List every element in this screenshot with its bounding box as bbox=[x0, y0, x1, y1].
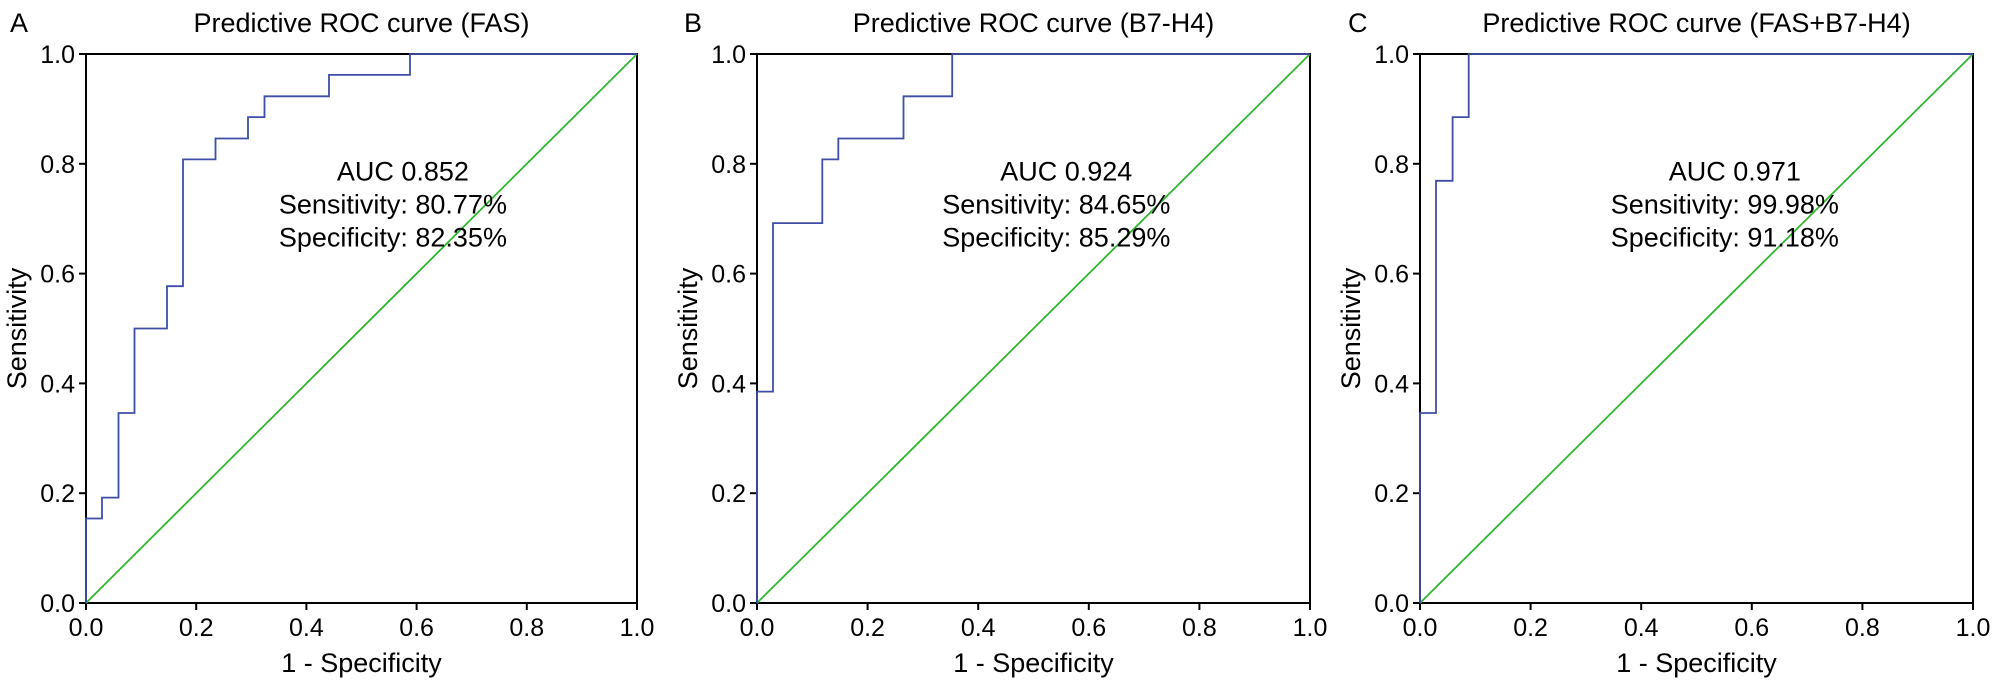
x-tick-label: 0.0 bbox=[69, 614, 104, 642]
y-tick-label: 1.0 bbox=[40, 41, 75, 69]
x-tick-label: 0.2 bbox=[1513, 614, 1548, 642]
reference-diagonal-line bbox=[756, 53, 1311, 604]
x-tick-label: 0.8 bbox=[1845, 614, 1880, 642]
roc-panel-c: C Predictive ROC curve (FAS+B7-H4) 0.00.0 0… bbox=[1336, 8, 1990, 678]
y-tick-label: 0.2 bbox=[1374, 480, 1409, 508]
y-tick-label: 0.0 bbox=[711, 590, 746, 618]
annotation-line: Specificity: 82.35% bbox=[279, 222, 507, 252]
y-tick-label: 1.0 bbox=[1374, 41, 1409, 69]
roc-curve-line bbox=[756, 53, 1310, 603]
y-tick-label: 0.2 bbox=[40, 480, 75, 508]
annotation-line: Specificity: 85.29% bbox=[942, 222, 1170, 252]
x-tick-label: 0.6 bbox=[1734, 614, 1769, 642]
panel-label: B bbox=[684, 8, 702, 38]
y-tick-label: 0.6 bbox=[711, 261, 746, 289]
y-tick-label: 0.8 bbox=[711, 151, 746, 179]
x-tick-label: 0.6 bbox=[1071, 614, 1106, 642]
y-tick-label: 0.8 bbox=[1374, 151, 1409, 179]
annotation-line: AUC 0.971 bbox=[1669, 156, 1801, 186]
x-tick-label: 0.0 bbox=[1403, 614, 1438, 642]
x-axis-label: 1 - Specificity bbox=[953, 648, 1114, 678]
x-tick-label: 0.8 bbox=[509, 614, 544, 642]
x-axis-label: 1 - Specificity bbox=[1616, 648, 1777, 678]
annotation-line: AUC 0.852 bbox=[337, 156, 469, 186]
chart-title: Predictive ROC curve (FAS) bbox=[193, 8, 529, 38]
x-tick-label: 0.2 bbox=[179, 614, 214, 642]
panel-label: C bbox=[1348, 8, 1368, 38]
x-tick-label: 1.0 bbox=[1956, 614, 1991, 642]
x-tick-label: 0.4 bbox=[289, 614, 324, 642]
y-tick-label: 0.0 bbox=[1374, 590, 1409, 618]
annotation-line: Specificity: 91.18% bbox=[1611, 222, 1839, 252]
y-tick-label: 0.4 bbox=[711, 370, 746, 398]
y-tick-label: 1.0 bbox=[711, 41, 746, 69]
y-tick-label: 0.0 bbox=[40, 590, 75, 618]
reference-diagonal-line bbox=[1419, 53, 1974, 604]
y-tick-label: 0.6 bbox=[1374, 261, 1409, 289]
x-tick-label: 1.0 bbox=[620, 614, 655, 642]
roc-panel-a: A Predictive ROC curve (FAS) 0.00.0 0.2 0.2 0… bbox=[2, 8, 654, 678]
annotation-line: Sensitivity: 80.77% bbox=[279, 189, 507, 219]
x-tick-label: 0.8 bbox=[1182, 614, 1217, 642]
y-axis-label: Sensitivity bbox=[1336, 267, 1366, 389]
annotation-line: Sensitivity: 99.98% bbox=[1611, 189, 1839, 219]
y-tick-label: 0.6 bbox=[40, 261, 75, 289]
chart-title: Predictive ROC curve (B7-H4) bbox=[853, 8, 1215, 38]
y-tick-label: 0.4 bbox=[1374, 370, 1409, 398]
x-tick-label: 0.0 bbox=[740, 614, 775, 642]
roc-panel-b: B Predictive ROC curve (B7-H4) 0.00.0 0.2 0.… bbox=[673, 8, 1327, 678]
x-tick-label: 1.0 bbox=[1293, 614, 1328, 642]
y-tick-label: 0.2 bbox=[711, 480, 746, 508]
y-tick-label: 0.4 bbox=[40, 370, 75, 398]
x-axis-label: 1 - Specificity bbox=[281, 648, 442, 678]
x-tick-label: 0.6 bbox=[399, 614, 434, 642]
y-tick-label: 0.8 bbox=[40, 151, 75, 179]
reference-diagonal-line bbox=[85, 53, 638, 604]
annotation-line: AUC 0.924 bbox=[1000, 156, 1132, 186]
annotation-line: Sensitivity: 84.65% bbox=[942, 189, 1170, 219]
plot-frame bbox=[85, 53, 638, 604]
x-tick-label: 0.4 bbox=[961, 614, 996, 642]
x-tick-label: 0.4 bbox=[1624, 614, 1659, 642]
panel-label: A bbox=[10, 8, 28, 38]
y-axis-label: Sensitivity bbox=[673, 267, 703, 389]
roc-curve-line bbox=[1419, 53, 1973, 603]
chart-title: Predictive ROC curve (FAS+B7-H4) bbox=[1482, 8, 1910, 38]
y-axis-label: Sensitivity bbox=[2, 267, 32, 389]
roc-curve-line bbox=[85, 53, 637, 603]
x-tick-label: 0.2 bbox=[850, 614, 885, 642]
